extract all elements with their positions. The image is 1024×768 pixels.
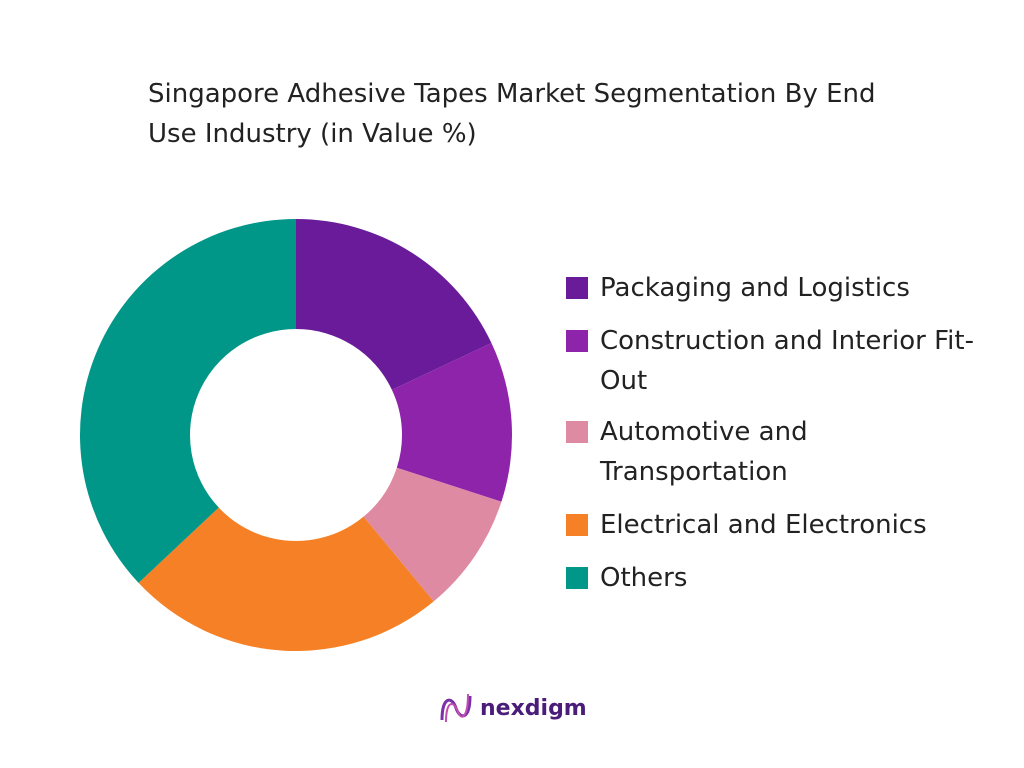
donut-slice bbox=[138, 507, 434, 651]
donut-slice bbox=[363, 467, 502, 602]
brand-logo bbox=[440, 693, 472, 723]
chart bbox=[79, 219, 512, 651]
legend-item: Automotive and Transportation bbox=[566, 412, 1006, 492]
legend-item: Packaging and Logistics bbox=[566, 268, 1006, 308]
legend-swatch bbox=[566, 277, 588, 299]
legend-item: Others bbox=[566, 558, 1006, 598]
legend-swatch bbox=[566, 330, 588, 352]
brand: nexdigm bbox=[438, 690, 587, 726]
legend-label: Packaging and Logistics bbox=[600, 273, 910, 303]
donut-slice bbox=[391, 343, 512, 502]
legend-swatch bbox=[566, 567, 588, 589]
legend-label: Electrical and Electronics bbox=[600, 510, 927, 540]
legend-swatch bbox=[566, 421, 588, 443]
legend-swatch bbox=[566, 514, 588, 536]
legend-label: Automotive and Transportation bbox=[600, 417, 808, 487]
donut-slice bbox=[296, 219, 492, 390]
chart-title: Singapore Adhesive Tapes Market Segmenta… bbox=[148, 79, 876, 149]
legend-item: Electrical and Electronics bbox=[566, 505, 1006, 545]
legend-label: Others bbox=[600, 563, 688, 593]
legend-label: Construction and Interior Fit-Out bbox=[600, 326, 974, 396]
donut-slice bbox=[79, 219, 297, 583]
brand-name: nexdigm bbox=[480, 695, 587, 721]
legend-item: Construction and Interior Fit-Out bbox=[566, 321, 1006, 401]
